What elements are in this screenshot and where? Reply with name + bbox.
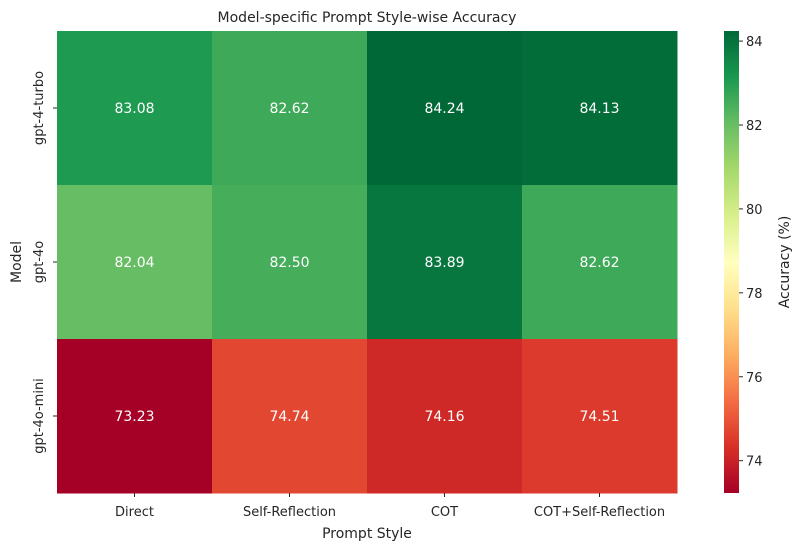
heatmap-cell bbox=[212, 31, 368, 186]
colorbar-tick-label: 82 bbox=[746, 119, 763, 134]
heatmap-cell bbox=[212, 339, 368, 494]
colorbar-ticks: 74 76 78 80 82 84 bbox=[739, 35, 763, 470]
heatmap-cell bbox=[367, 185, 523, 340]
cell-value-label: 83.89 bbox=[424, 255, 464, 271]
heatmap-cell bbox=[212, 185, 368, 340]
x-tick-label: Direct bbox=[115, 505, 154, 520]
heatmap-cells: 83.08 82.62 84.24 84.13 82.04 82.50 83.89 82.62… bbox=[57, 31, 678, 494]
heatmap-cell bbox=[367, 339, 523, 494]
heatmap-cell bbox=[522, 31, 678, 186]
colorbar-tick-label: 84 bbox=[746, 35, 763, 50]
y-tick-label: gpt-4-turbo bbox=[32, 71, 47, 145]
cell-value-label: 82.62 bbox=[269, 101, 309, 117]
cell-value-label: 73.23 bbox=[114, 409, 154, 425]
cell-value-label: 82.04 bbox=[114, 255, 154, 271]
heatmap-cell bbox=[57, 185, 213, 340]
colorbar-tick-label: 74 bbox=[746, 455, 763, 470]
colorbar-tick-label: 80 bbox=[746, 203, 763, 218]
x-tick-label: COT bbox=[431, 505, 458, 520]
cell-value-label: 82.62 bbox=[579, 255, 619, 271]
heatmap-cell bbox=[57, 339, 213, 494]
colorbar-gradient bbox=[724, 31, 739, 493]
y-axis-ticks: gpt-4-turbo gpt-4o gpt-4o-mini bbox=[32, 71, 57, 454]
x-axis-label: Prompt Style bbox=[322, 526, 412, 542]
x-tick-label: Self-Reflection bbox=[243, 505, 336, 520]
colorbar-label: Accuracy (%) bbox=[777, 216, 793, 309]
cell-value-label: 74.51 bbox=[579, 409, 619, 425]
y-tick-label: gpt-4o bbox=[32, 241, 47, 284]
x-axis-ticks: Direct Self-Reflection COT COT+Self-Reflect… bbox=[115, 493, 665, 520]
heatmap-cell bbox=[522, 185, 678, 340]
cell-value-label: 84.13 bbox=[579, 101, 619, 117]
cell-value-label: 82.50 bbox=[269, 255, 309, 271]
heatmap-cell bbox=[522, 339, 678, 494]
chart-title: Model-specific Prompt Style-wise Accurac… bbox=[218, 10, 517, 26]
colorbar-tick-label: 78 bbox=[746, 287, 763, 302]
y-axis-label: Model bbox=[9, 241, 25, 283]
colorbar-tick-label: 76 bbox=[746, 371, 763, 386]
y-tick-label: gpt-4o-mini bbox=[32, 378, 47, 454]
heatmap-cell bbox=[367, 31, 523, 186]
cell-value-label: 74.16 bbox=[424, 409, 464, 425]
cell-value-label: 74.74 bbox=[269, 409, 309, 425]
colorbar: 74 76 78 80 82 84 Accuracy (%) bbox=[724, 31, 793, 493]
cell-value-label: 83.08 bbox=[114, 101, 154, 117]
cell-value-label: 84.24 bbox=[424, 101, 464, 117]
x-tick-label: COT+Self-Reflection bbox=[534, 505, 665, 520]
heatmap-cell bbox=[57, 31, 213, 186]
